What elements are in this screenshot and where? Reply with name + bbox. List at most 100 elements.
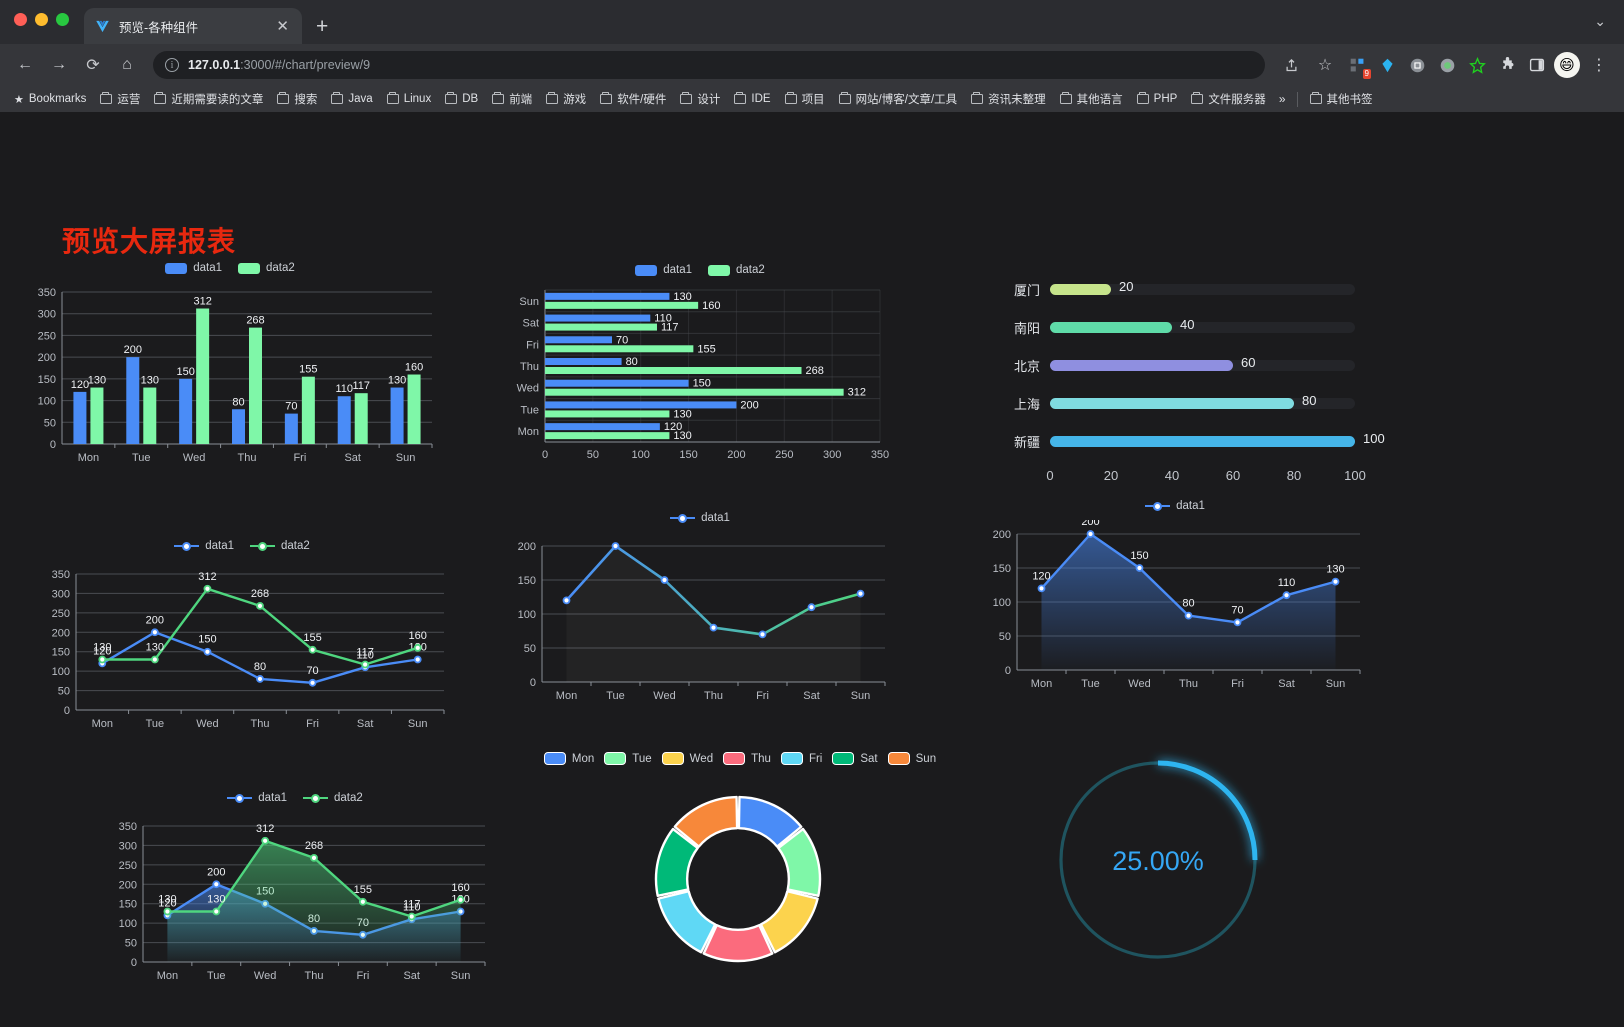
bookmark-item[interactable]: 其他语言 <box>1054 89 1129 109</box>
home-button[interactable]: ⌂ <box>122 56 132 73</box>
legend-item[interactable]: Sun <box>887 752 936 765</box>
bookmark-star-icon[interactable]: ☆ <box>1317 57 1333 74</box>
chart-area-dual: data1 data2 0 50 100 150 200 250 300 350 Mon Tue W… <box>95 792 495 1002</box>
legend-item[interactable]: Thu <box>723 752 771 765</box>
svg-text:150: 150 <box>198 634 216 646</box>
legend-label: data1 <box>1176 500 1205 512</box>
svg-text:Fri: Fri <box>356 970 369 982</box>
bookmark-item[interactable]: IDE <box>728 91 776 107</box>
legend-area-dual: data1 data2 <box>95 792 495 804</box>
svg-text:200: 200 <box>146 614 164 626</box>
other-bookmarks-item[interactable]: 其他书签 <box>1304 89 1379 109</box>
browser-tab[interactable]: 预览-各种组件 ✕ <box>84 8 302 44</box>
axis-tick: 40 <box>1164 468 1180 483</box>
legend-item[interactable]: data1 <box>165 262 222 274</box>
legend-item[interactable]: data1 <box>1145 500 1205 512</box>
svg-text:80: 80 <box>254 661 266 673</box>
bookmark-item[interactable]: Linux <box>381 91 438 107</box>
bookmark-item[interactable]: 项目 <box>779 89 831 109</box>
svg-text:130: 130 <box>146 641 164 653</box>
svg-text:120: 120 <box>664 421 682 433</box>
legend-item[interactable]: Sat <box>832 752 878 765</box>
bookmark-item[interactable]: 前端 <box>486 89 538 109</box>
url-path: :3000/#/chart/preview/9 <box>240 58 371 72</box>
maximize-window-button[interactable] <box>56 13 69 26</box>
bookmark-label: 前端 <box>509 94 533 106</box>
bookmark-item[interactable]: 软件/硬件 <box>594 89 672 109</box>
svg-text:Fri: Fri <box>306 718 319 730</box>
line-dual-plot: 0 50 100 150 200 250 300 350 Mon Tue Wed Thu Fri Sat S… <box>52 569 445 730</box>
bookmark-item[interactable]: DB <box>439 91 484 107</box>
svg-text:0: 0 <box>530 677 536 689</box>
legend-area-single: data1 <box>975 500 1375 512</box>
puzzle-extension-icon[interactable] <box>1494 52 1520 78</box>
svg-text:200: 200 <box>52 627 70 639</box>
legend-item[interactable]: data1 <box>670 512 730 524</box>
minimize-window-button[interactable] <box>35 13 48 26</box>
svg-text:120: 120 <box>71 379 89 391</box>
window-traffic-lights[interactable] <box>14 13 69 26</box>
bookmark-item[interactable]: 网站/博客/文章/工具 <box>833 89 964 109</box>
bookmark-item[interactable]: 游戏 <box>540 89 592 109</box>
grid-extension-icon[interactable]: 9 <box>1344 52 1371 79</box>
close-window-button[interactable] <box>14 13 27 26</box>
chevron-down-icon[interactable]: ⌄ <box>1594 13 1606 29</box>
legend-item[interactable]: data2 <box>238 262 295 274</box>
progress-track: 80 <box>1050 393 1355 409</box>
reload-button[interactable]: ⟳ <box>86 57 100 74</box>
legend-item[interactable]: data2 <box>303 792 363 804</box>
progress-value: 20 <box>1119 278 1134 294</box>
site-info-icon[interactable]: i <box>165 58 179 72</box>
legend-item[interactable]: data2 <box>708 264 765 276</box>
legend-item[interactable]: Fri <box>780 752 822 765</box>
legend-label: data1 <box>205 540 234 552</box>
bookmark-item[interactable]: PHP <box>1131 91 1184 107</box>
legend-label: data1 <box>193 262 222 274</box>
forward-button[interactable]: → <box>51 56 67 73</box>
close-icon[interactable]: ✕ <box>276 17 289 35</box>
svg-text:268: 268 <box>246 315 264 327</box>
star-extension-icon[interactable] <box>1464 52 1490 78</box>
bookmark-item[interactable]: 运营 <box>94 89 146 109</box>
new-tab-button[interactable]: + <box>316 15 329 38</box>
bookmarks-root[interactable]: ★ Bookmarks <box>8 91 92 108</box>
svg-text:Wed: Wed <box>196 718 218 730</box>
svg-text:120: 120 <box>93 645 111 657</box>
bookmarks-overflow-button[interactable]: » <box>1278 92 1286 106</box>
bookmark-item[interactable]: 资讯未整理 <box>965 89 1052 109</box>
browser-menu-button[interactable]: ⋮ <box>1591 57 1607 74</box>
extension-badge: 9 <box>1362 69 1371 79</box>
address-bar[interactable]: i 127.0.0.1:3000/#/chart/preview/9 <box>153 51 1265 79</box>
progress-value: 100 <box>1363 430 1385 446</box>
legend-item[interactable]: data1 <box>635 264 692 276</box>
bookmark-item[interactable]: 搜索 <box>271 89 323 109</box>
diamond-extension-icon[interactable] <box>1374 52 1400 78</box>
svg-text:Mon: Mon <box>78 452 99 464</box>
legend-item[interactable]: Mon <box>543 752 594 765</box>
legend-item[interactable]: data1 <box>174 540 234 552</box>
command-extension-icon[interactable] <box>1404 52 1430 78</box>
svg-text:Fri: Fri <box>526 339 539 351</box>
legend-item[interactable]: Tue <box>604 752 652 765</box>
svg-text:Sat: Sat <box>1278 678 1295 690</box>
legend-label: data2 <box>266 262 295 274</box>
avatar[interactable]: 😄 <box>1554 52 1580 78</box>
svg-text:130: 130 <box>88 375 106 387</box>
legend-item[interactable]: Wed <box>661 752 713 765</box>
share-icon[interactable] <box>1276 50 1306 80</box>
svg-text:Thu: Thu <box>238 452 257 464</box>
legend-item[interactable]: data1 <box>227 792 287 804</box>
bookmark-item[interactable]: Java <box>325 91 378 107</box>
sidepanel-icon[interactable] <box>1524 52 1550 78</box>
bookmark-item[interactable]: 近期需要读的文章 <box>148 89 269 109</box>
back-button[interactable]: ← <box>17 56 33 73</box>
bookmark-item[interactable]: 设计 <box>674 89 726 109</box>
legend-vertical-bar: data1 data2 <box>20 262 440 274</box>
svg-text:130: 130 <box>207 893 225 905</box>
svg-text:200: 200 <box>38 352 56 364</box>
progress-fill <box>1050 283 1111 295</box>
bookmark-item[interactable]: 文件服务器 <box>1185 89 1272 109</box>
folder-icon <box>838 92 851 104</box>
circle-extension-icon[interactable] <box>1434 52 1460 78</box>
legend-item[interactable]: data2 <box>250 540 310 552</box>
